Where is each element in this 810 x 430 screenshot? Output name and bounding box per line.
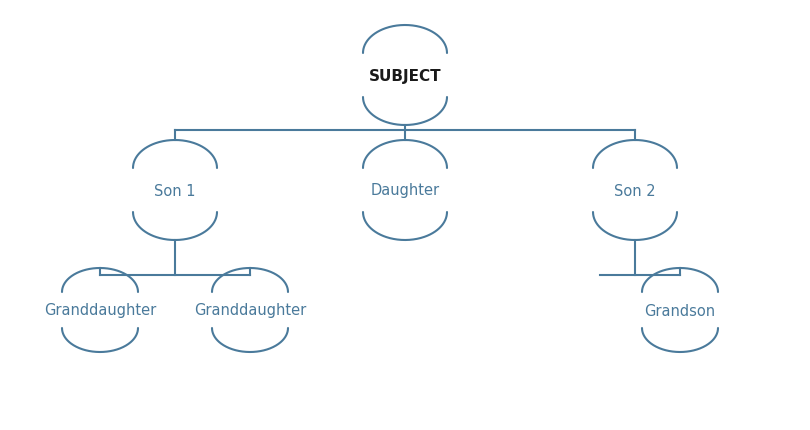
Text: Granddaughter: Granddaughter [44,303,156,318]
Text: Daughter: Daughter [370,183,440,198]
Text: Grandson: Grandson [645,303,715,318]
Text: SUBJECT: SUBJECT [369,68,441,83]
Text: Granddaughter: Granddaughter [194,303,306,318]
Text: Son 1: Son 1 [154,183,196,198]
Text: Son 2: Son 2 [614,183,656,198]
